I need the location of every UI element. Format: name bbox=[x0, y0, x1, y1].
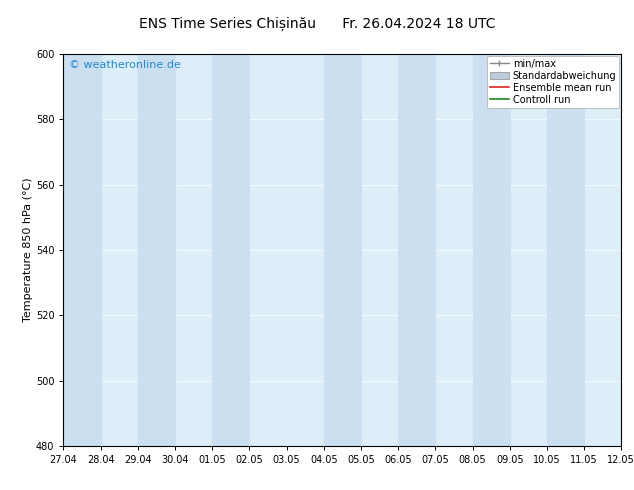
Bar bbox=[472, 54, 510, 446]
Text: © weatheronline.de: © weatheronline.de bbox=[69, 60, 181, 70]
Bar bbox=[547, 54, 584, 446]
Bar bbox=[398, 54, 436, 446]
Bar bbox=[324, 54, 361, 446]
Y-axis label: Temperature 850 hPa (°C): Temperature 850 hPa (°C) bbox=[23, 177, 33, 322]
Legend: min/max, Standardabweichung, Ensemble mean run, Controll run: min/max, Standardabweichung, Ensemble me… bbox=[486, 56, 619, 107]
Bar bbox=[138, 54, 175, 446]
Bar bbox=[63, 54, 101, 446]
Text: ENS Time Series Chișinău      Fr. 26.04.2024 18 UTC: ENS Time Series Chișinău Fr. 26.04.2024 … bbox=[139, 17, 495, 31]
Bar bbox=[212, 54, 249, 446]
